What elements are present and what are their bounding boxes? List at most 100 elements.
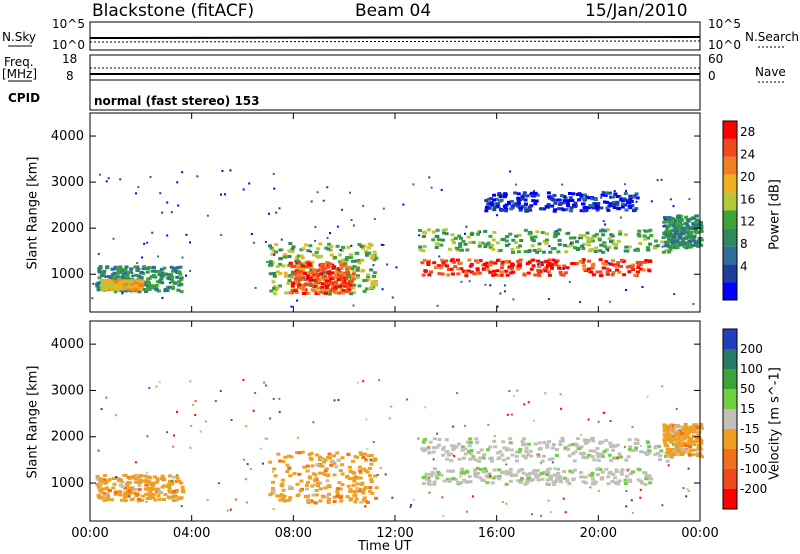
data-cell	[685, 218, 690, 222]
data-cell	[640, 481, 644, 485]
data-cell	[113, 283, 118, 287]
data-cell	[116, 275, 121, 279]
data-cell	[638, 242, 643, 245]
data-cell	[332, 454, 336, 458]
data-cell	[342, 282, 347, 286]
data-cell	[430, 471, 435, 474]
scatter-cell	[136, 492, 139, 494]
data-cell	[628, 197, 633, 201]
data-cell	[631, 263, 636, 267]
data-cell	[668, 234, 673, 238]
data-cell	[486, 241, 491, 245]
data-cell	[291, 245, 296, 249]
data-cell	[95, 475, 100, 478]
data-cell	[114, 276, 119, 280]
data-cell	[694, 423, 699, 427]
data-cell	[272, 467, 277, 471]
data-cell	[329, 253, 334, 257]
data-cell	[123, 486, 128, 490]
data-cell	[176, 479, 181, 483]
data-cell	[275, 270, 280, 274]
data-cell	[596, 202, 601, 205]
data-cell	[583, 456, 588, 460]
data-cell	[104, 285, 109, 289]
data-cell	[278, 272, 283, 275]
data-cell	[339, 271, 344, 275]
data-cell	[636, 263, 641, 267]
data-cell	[577, 198, 581, 202]
scatter-cell	[539, 462, 542, 465]
data-cell	[646, 475, 651, 478]
data-cell	[536, 259, 541, 263]
data-cell	[647, 449, 652, 453]
data-cell	[542, 240, 547, 243]
data-cell	[106, 279, 111, 283]
data-cell	[148, 476, 153, 480]
data-cell	[627, 264, 632, 268]
data-cell	[431, 238, 436, 242]
data-cell	[453, 265, 458, 269]
data-cell	[521, 205, 526, 209]
data-cell	[686, 224, 690, 228]
data-cell	[180, 485, 185, 489]
data-cell	[643, 451, 648, 455]
data-cell	[123, 271, 128, 275]
scatter-cell	[604, 223, 607, 226]
data-cell	[322, 473, 327, 476]
data-cell	[171, 267, 176, 270]
scatter-cell	[148, 386, 151, 389]
data-cell	[446, 453, 451, 457]
scatter-cell	[515, 183, 517, 186]
data-cell	[687, 243, 692, 246]
data-cell	[463, 447, 468, 451]
data-cell	[167, 488, 172, 492]
data-cell	[533, 235, 538, 239]
data-cell	[611, 448, 616, 452]
data-cell	[421, 235, 426, 238]
data-cell	[361, 498, 366, 502]
data-cell	[542, 267, 547, 271]
scatter-cell	[252, 241, 255, 244]
data-cell	[299, 276, 304, 280]
data-cell	[346, 452, 351, 456]
scatter-cell	[667, 464, 670, 467]
data-cell	[474, 437, 479, 441]
scatter-cell	[263, 381, 266, 384]
scatter-cell	[417, 437, 420, 440]
scatter-cell	[384, 473, 387, 476]
scatter-cell	[531, 513, 533, 516]
data-cell	[465, 470, 469, 474]
data-cell	[340, 483, 345, 487]
data-cell	[500, 453, 505, 457]
data-cell	[590, 471, 595, 475]
data-cell	[142, 265, 147, 269]
x-tick-label: 12:00	[376, 526, 413, 541]
data-cell	[693, 448, 698, 452]
data-cell	[591, 262, 596, 266]
data-cell	[504, 482, 509, 486]
data-cell	[547, 457, 552, 461]
data-cell	[480, 478, 485, 482]
data-cell	[516, 199, 521, 203]
data-cell	[617, 452, 622, 456]
data-cell	[551, 258, 556, 262]
data-cell	[368, 474, 372, 478]
data-cell	[498, 450, 503, 454]
data-cell	[583, 193, 587, 197]
data-cell	[444, 438, 449, 442]
data-cell	[566, 447, 571, 451]
data-cell	[537, 273, 542, 277]
data-cell	[532, 469, 537, 473]
data-cell	[296, 270, 301, 274]
data-cell	[127, 489, 132, 493]
data-cell	[554, 263, 559, 267]
data-cell	[460, 448, 465, 452]
data-cell	[287, 249, 292, 253]
data-cell	[486, 268, 491, 272]
data-cell	[533, 473, 538, 477]
data-cell	[699, 439, 704, 443]
data-cell	[500, 471, 505, 475]
data-cell	[426, 263, 431, 266]
data-cell	[297, 472, 302, 476]
scatter-cell	[602, 220, 605, 223]
